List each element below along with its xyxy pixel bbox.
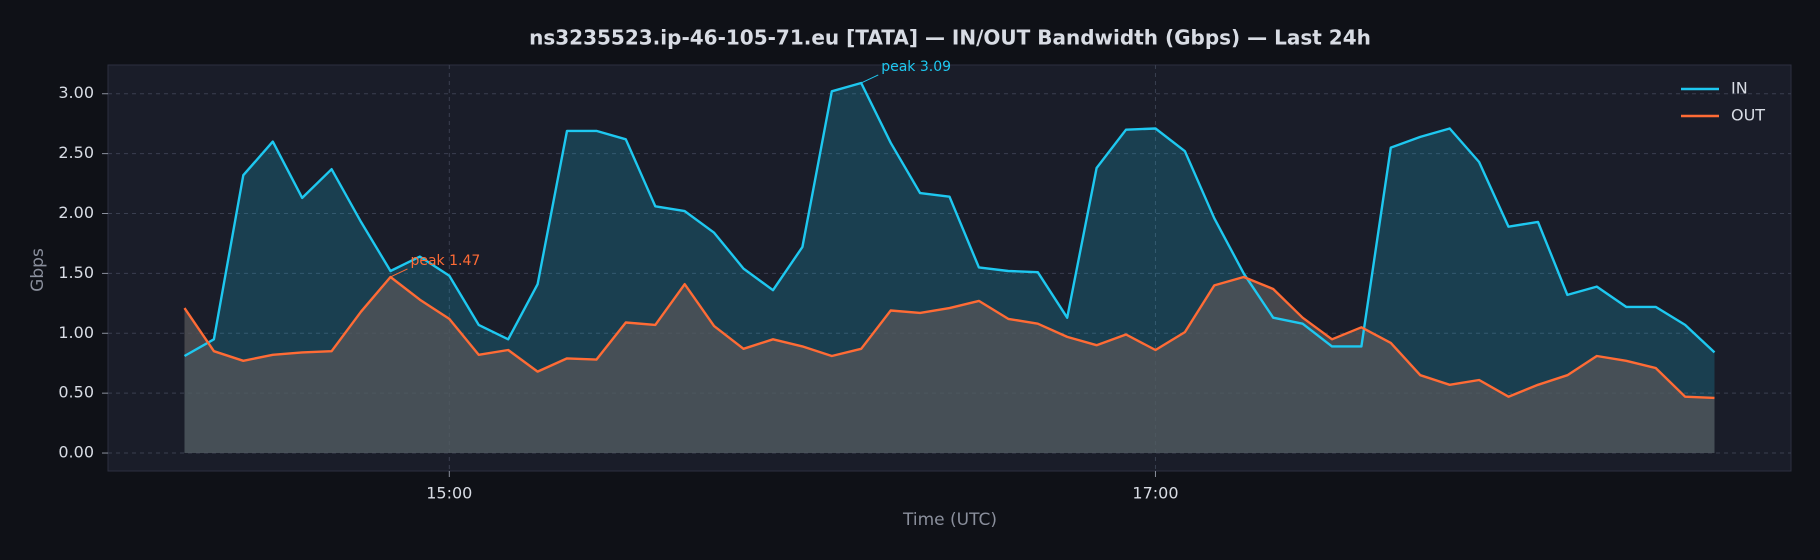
y-tick-label: 1.00: [58, 323, 94, 342]
area: [184, 277, 1715, 454]
chart-title: ns3235523.ip-46-105-71.eu [TATA] — IN/OU…: [529, 26, 1371, 50]
annotation: peak 3.09: [881, 59, 951, 75]
line: [183, 81, 1716, 358]
y-tick-label: 0.00: [58, 443, 94, 462]
y-axis-label: Gbps: [28, 248, 48, 292]
y-tick-label: 0.50: [58, 383, 94, 402]
x-tick-label: 17:00: [1132, 484, 1178, 503]
annotation-arrow: [861, 74, 879, 84]
legend-label: IN: [1731, 79, 1748, 98]
x-axis-label: Time (UTC): [902, 510, 997, 530]
x-tick-label: 15:00: [426, 484, 472, 503]
annotation: peak 1.47: [410, 253, 480, 269]
y-tick-label: 3.00: [58, 83, 94, 102]
line: [183, 275, 1715, 400]
legend-label: OUT: [1731, 106, 1765, 125]
y-tick-label: 1.50: [58, 263, 94, 282]
y-tick-label: 2.00: [58, 203, 94, 222]
y-tick-label: 2.50: [58, 143, 94, 162]
annotation-arrow: [390, 268, 408, 278]
